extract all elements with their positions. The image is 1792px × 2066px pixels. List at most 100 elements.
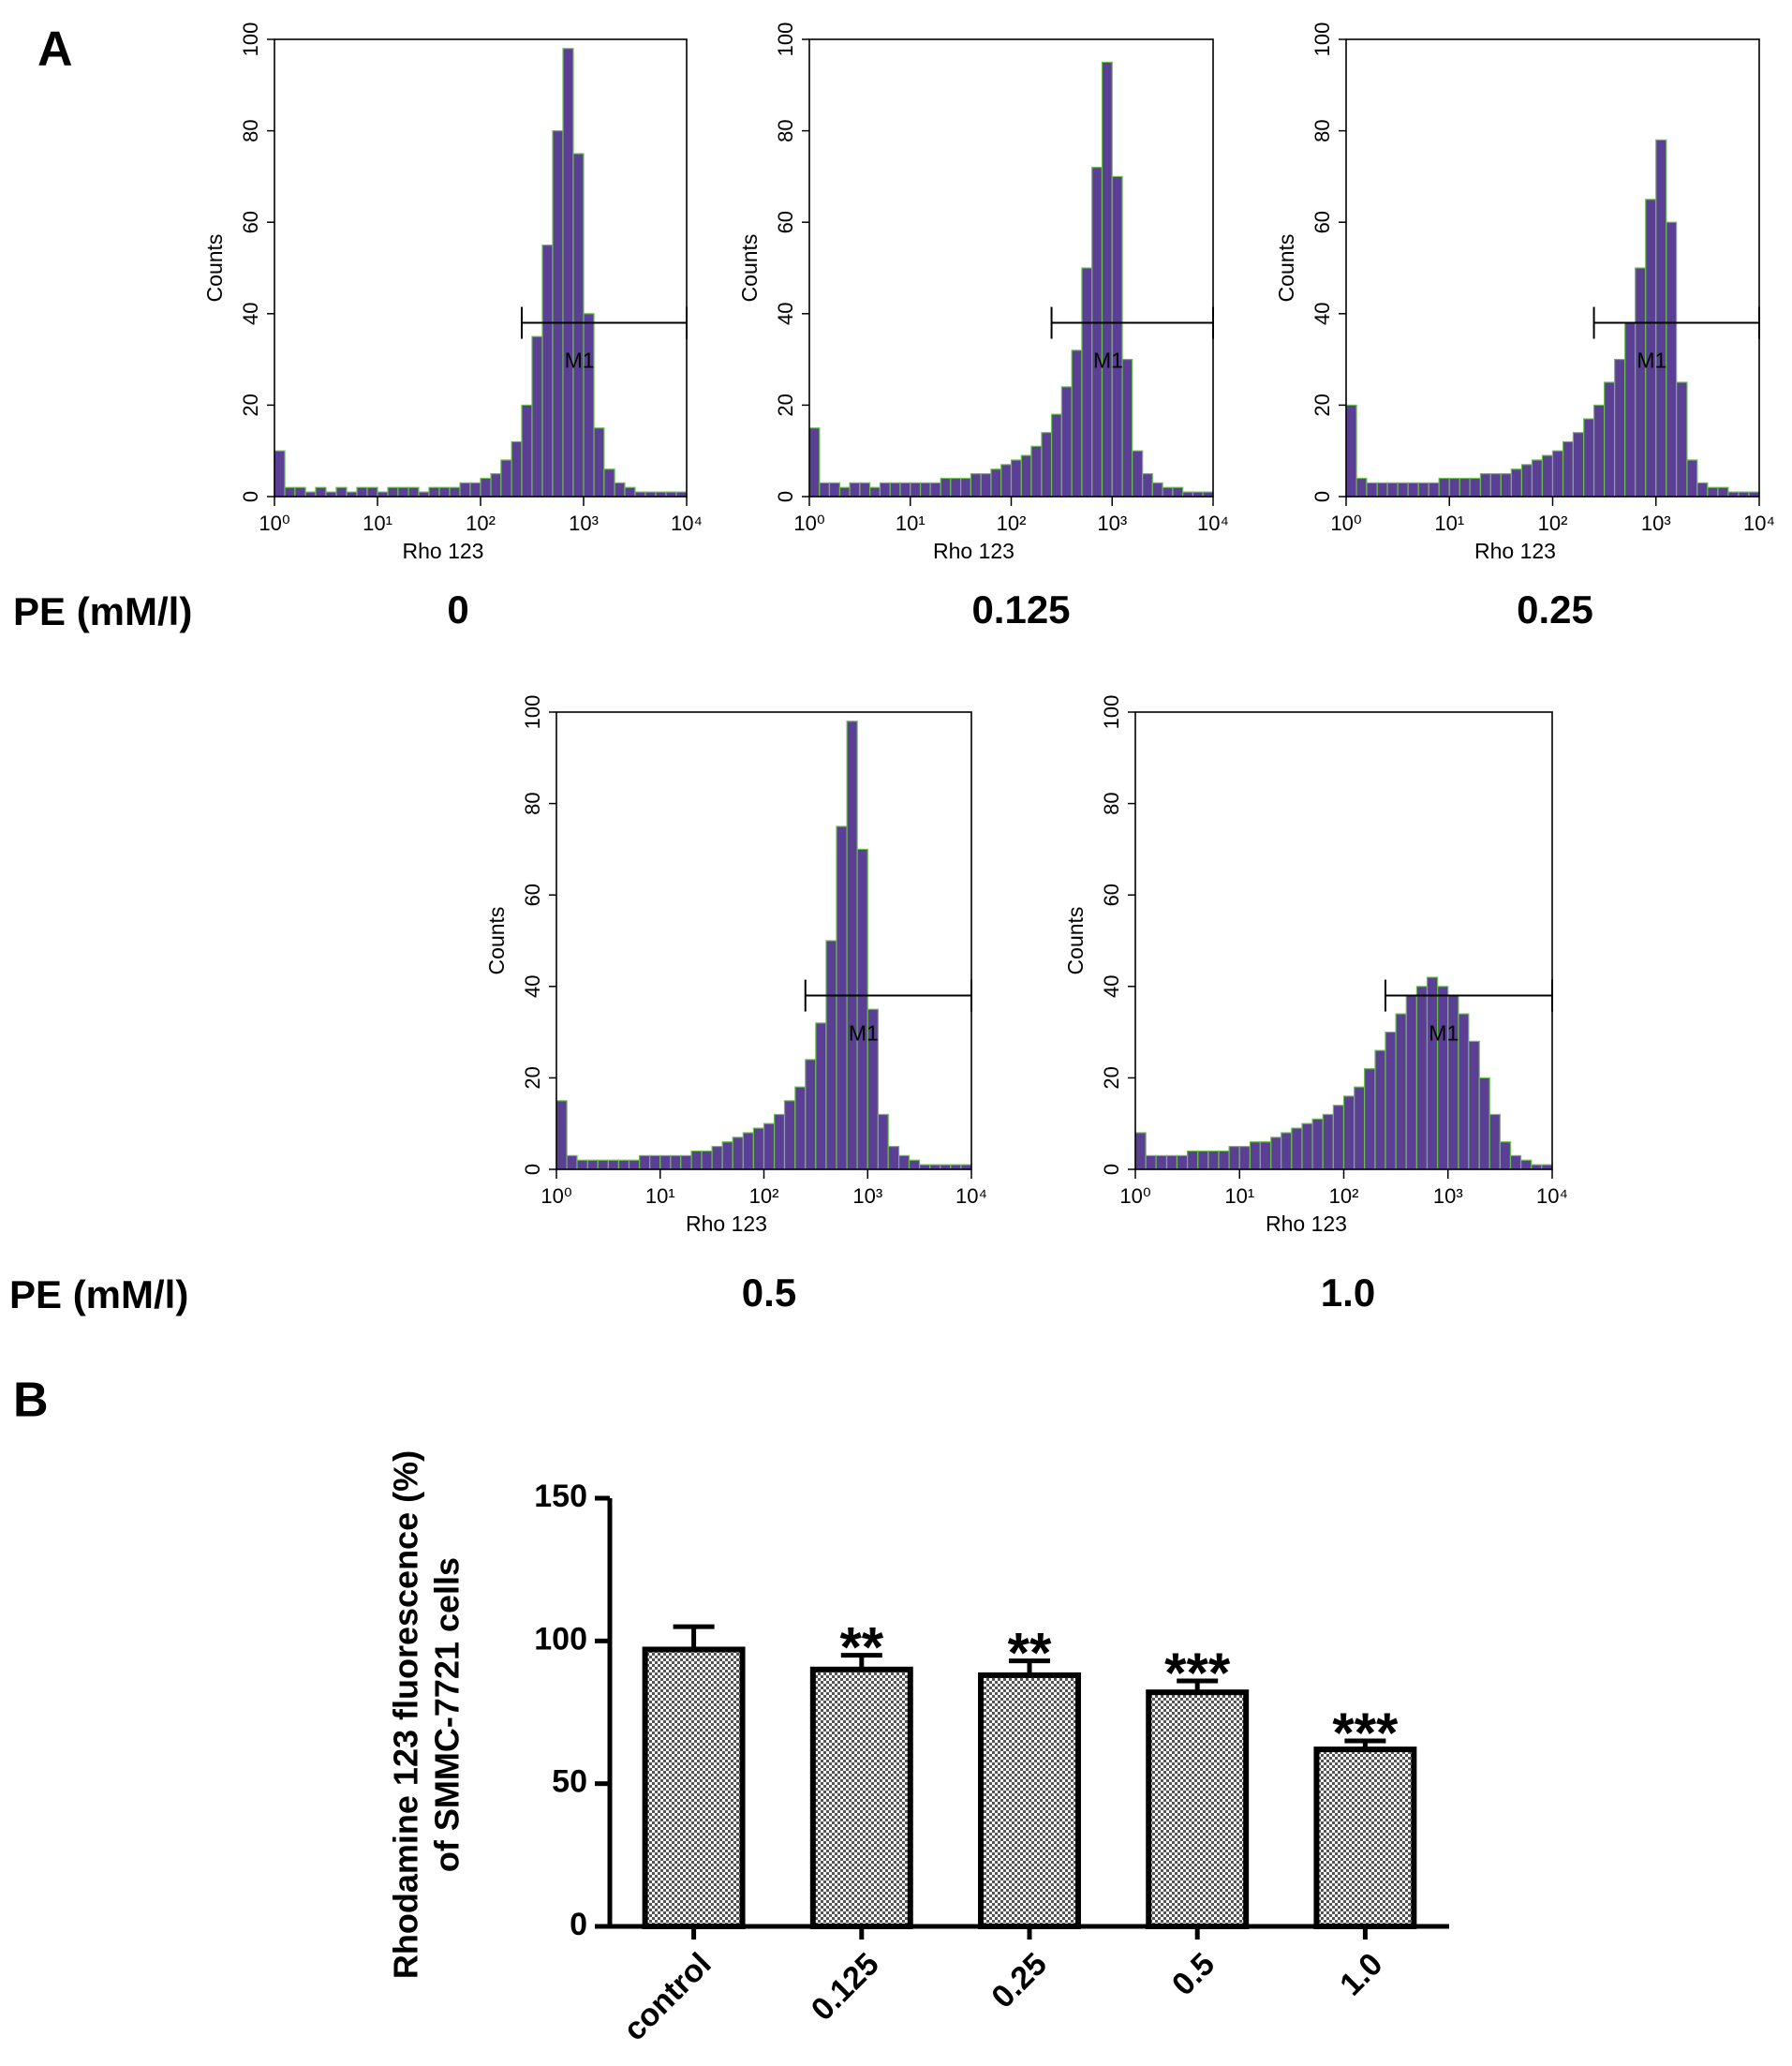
histogram-bar <box>639 1154 651 1170</box>
histogram-bar <box>335 486 348 498</box>
histogram-bar <box>711 1145 723 1170</box>
histogram-bar <box>1458 1013 1470 1170</box>
y-tick-label: 0 <box>1311 491 1334 502</box>
x-axis-label: Rho 123 <box>1266 1211 1347 1236</box>
histogram-bar <box>1397 482 1409 498</box>
bar <box>1146 1689 1250 1929</box>
y-tick-label: 0 <box>774 491 797 502</box>
histogram-bar <box>274 450 286 498</box>
histogram-bar <box>1101 61 1113 498</box>
bar <box>809 1666 913 1930</box>
x-axis-label: Rho 123 <box>403 539 484 563</box>
histogram-bar <box>1020 454 1032 498</box>
histogram-bar <box>825 940 837 1170</box>
gate-label: M1 <box>1636 349 1666 373</box>
histogram-bar <box>849 482 861 498</box>
histogram-bar <box>1666 221 1678 498</box>
histogram-bar <box>566 1154 578 1170</box>
x-tick-label: 10² <box>749 1184 779 1208</box>
histogram-bar <box>397 486 409 498</box>
histogram-bar <box>940 477 952 498</box>
histogram-bar <box>752 1127 765 1170</box>
y-tick-label: 80 <box>521 792 544 814</box>
histogram-bar <box>1717 486 1729 498</box>
histogram-bar <box>1301 1122 1313 1170</box>
histogram-bar <box>614 482 626 498</box>
y-tick-label: 60 <box>774 211 797 233</box>
histogram-bar <box>1510 468 1523 498</box>
x-tick-label: 10¹ <box>1434 512 1464 535</box>
x-tick-label: 10⁰ <box>1330 512 1361 535</box>
histogram-bar <box>586 1159 599 1170</box>
histogram-bar <box>649 1154 661 1170</box>
x-tick-label: 10² <box>1538 512 1568 535</box>
histogram-bar <box>356 486 368 498</box>
histogram-bar <box>438 486 451 498</box>
histogram-bar <box>1572 432 1585 498</box>
histogram-bar <box>1603 381 1616 498</box>
histogram-bar <box>1468 1040 1480 1170</box>
histogram-bar <box>1448 477 1460 498</box>
histogram-bar <box>794 1086 807 1170</box>
histogram-bar <box>500 459 512 498</box>
gate-label: M1 <box>1429 1021 1459 1046</box>
histogram-bar <box>1364 1068 1376 1170</box>
histogram-bar <box>1499 1141 1512 1170</box>
histogram-bar <box>1696 482 1709 498</box>
y-tick-label: 20 <box>239 394 262 416</box>
histogram-bar <box>1562 440 1575 498</box>
y-tick-label: 0 <box>239 491 262 502</box>
histogram-bar <box>407 486 420 498</box>
histogram-bar <box>774 1113 786 1170</box>
histogram-bar <box>617 1159 630 1170</box>
y-tick-label: 80 <box>1311 119 1334 141</box>
histogram-bar <box>1238 1145 1251 1170</box>
histogram-bar <box>808 427 821 498</box>
histogram-bar <box>815 1022 827 1170</box>
histogram-bar <box>887 1145 900 1170</box>
histogram-bar <box>1707 486 1719 498</box>
histogram-bar <box>521 404 533 498</box>
histogram-bar <box>1228 1145 1240 1170</box>
histogram-bar <box>1500 473 1512 498</box>
histogram-bar <box>1551 450 1564 498</box>
histogram-bar <box>294 486 306 498</box>
histogram-bar <box>1010 459 1022 498</box>
histogram-bar <box>910 482 922 498</box>
histogram-bar <box>1091 167 1103 498</box>
gate-label: M1 <box>849 1021 879 1046</box>
y-tick-label: 40 <box>1100 975 1123 998</box>
x-tick-label: 10⁰ <box>1119 1184 1150 1208</box>
row-label: PE (mM/l) <box>9 1272 188 1316</box>
histogram-bar <box>1438 477 1450 498</box>
histogram-bar <box>1345 404 1357 498</box>
histogram-bar <box>836 825 848 1170</box>
x-tick-label: 10³ <box>569 512 599 535</box>
y-axis-label: Rhodamine 123 fluorescence (%) <box>387 1450 425 1979</box>
histogram-bar <box>819 482 831 498</box>
histogram-bar <box>1385 1031 1397 1170</box>
x-tick-label: 10¹ <box>1224 1184 1254 1208</box>
y-tick-label: 100 <box>1311 22 1334 57</box>
y-tick-label: 100 <box>774 22 797 57</box>
y-tick-label: 50 <box>552 1764 587 1800</box>
histogram-bar <box>908 1159 921 1170</box>
histogram-bar <box>1134 1132 1147 1170</box>
histogram-bar <box>1165 1154 1178 1170</box>
x-axis-label: Rho 123 <box>1474 539 1556 563</box>
histogram-bar <box>899 482 911 498</box>
histogram-bar <box>838 486 851 498</box>
histogram-bar <box>1155 1154 1168 1170</box>
histogram-bar <box>990 468 1002 498</box>
x-tick-label: 10⁴ <box>671 512 703 535</box>
significance: *** <box>1164 1642 1231 1704</box>
significance: ** <box>1008 1622 1052 1685</box>
y-tick-label: 60 <box>521 884 544 906</box>
histogram-bar <box>583 313 595 498</box>
significance: ** <box>839 1615 883 1678</box>
histogram-bar <box>1676 381 1688 498</box>
histogram-bar <box>1531 459 1544 498</box>
histogram-bar <box>1322 1113 1334 1170</box>
y-axis-label: Counts <box>202 234 227 303</box>
